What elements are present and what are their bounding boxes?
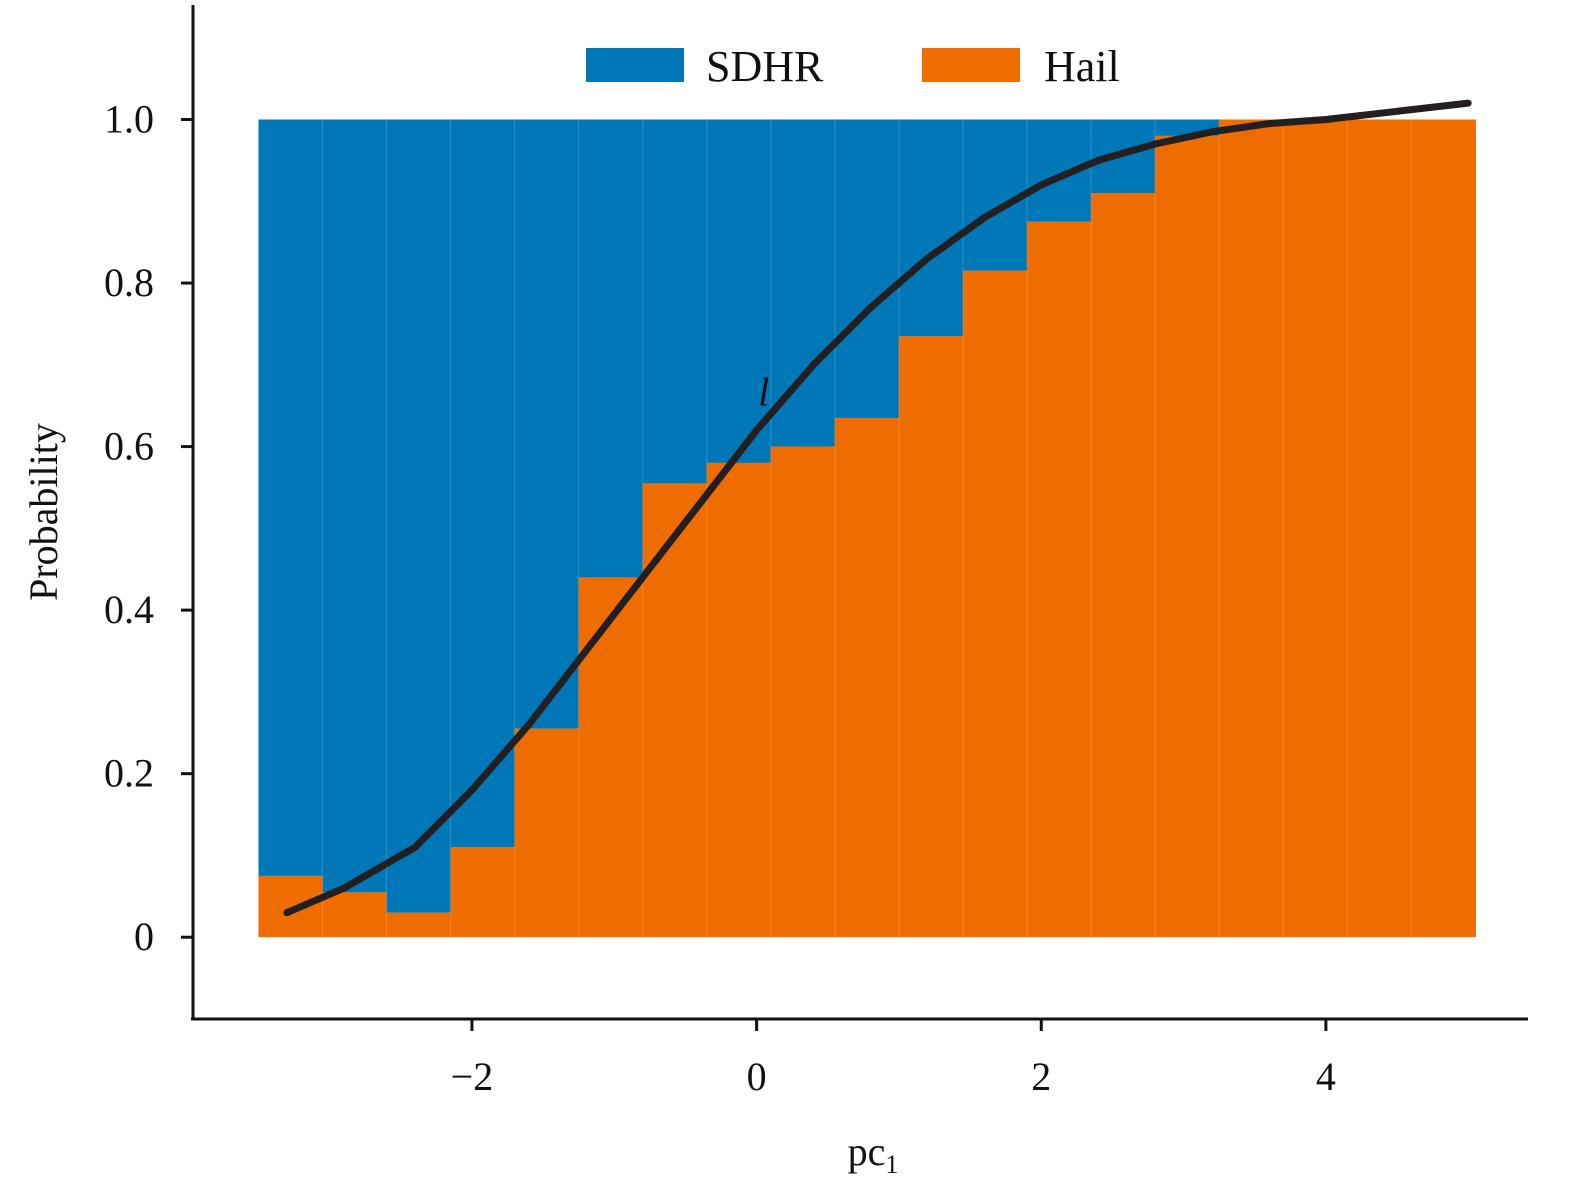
x-axis-label-subscript: 1 <box>885 1150 898 1179</box>
bar-hail-3 <box>450 847 516 938</box>
curve-l <box>283 99 1472 917</box>
bar-sdhr-8 <box>770 119 836 447</box>
bar-sdhr-7 <box>706 119 772 463</box>
y-tick-label-2: 0.4 <box>104 587 154 632</box>
bar-hail-17 <box>1347 119 1412 938</box>
bar-sdhr-4 <box>514 119 580 729</box>
curve-annotation-l: l <box>758 370 769 415</box>
legend-swatch-hail <box>922 48 1020 82</box>
x-ticks: −2 0 2 4 <box>451 1019 1336 1099</box>
bar-hail-14 <box>1155 135 1220 938</box>
bar-hail-11 <box>962 270 1028 938</box>
x-tick-label-0: −2 <box>451 1054 494 1099</box>
x-tick-label-3: 4 <box>1316 1054 1336 1099</box>
bar-hail-2 <box>386 912 452 938</box>
bar-sdhr-9 <box>834 119 900 418</box>
bar-hail-12 <box>1027 221 1092 938</box>
bar-hail-8 <box>770 446 836 938</box>
x-tick-label-1: 0 <box>747 1054 767 1099</box>
y-tick-label-1: 0.2 <box>104 751 154 796</box>
x-axis-label: pc1 <box>848 1129 899 1179</box>
bar-hail-15 <box>1219 119 1284 938</box>
bin-separators <box>322 119 1412 938</box>
y-tick-label-4: 0.8 <box>104 260 154 305</box>
bar-hail-13 <box>1091 193 1156 938</box>
y-tick-label-3: 0.6 <box>104 424 154 469</box>
legend-label-hail: Hail <box>1044 42 1120 91</box>
bar-hail-1 <box>322 892 388 938</box>
bar-sdhr-1 <box>322 119 388 893</box>
legend-swatch-sdhr <box>586 48 684 82</box>
bars-layer <box>258 119 1476 938</box>
bar-sdhr-10 <box>898 119 964 337</box>
bar-hail-7 <box>706 462 772 938</box>
bar-sdhr-5 <box>578 119 644 578</box>
y-tick-label-5: 1.0 <box>104 96 154 141</box>
bar-hail-4 <box>514 728 580 938</box>
bar-hail-9 <box>834 417 900 938</box>
bar-hail-0 <box>258 875 324 938</box>
bar-sdhr-6 <box>642 119 708 484</box>
y-ticks: 0 0.2 0.4 0.6 0.8 1.0 <box>104 96 193 959</box>
bar-hail-16 <box>1283 119 1348 938</box>
legend: SDHR Hail <box>586 42 1120 91</box>
bar-sdhr-2 <box>386 119 452 913</box>
bar-hail-6 <box>642 483 708 938</box>
bar-hail-5 <box>578 577 644 938</box>
x-tick-label-2: 2 <box>1031 1054 1051 1099</box>
x-axis-label-main: pc <box>848 1129 886 1174</box>
y-tick-label-0: 0 <box>134 914 154 959</box>
bar-sdhr-3 <box>450 119 516 848</box>
legend-label-sdhr: SDHR <box>706 42 824 91</box>
bar-hail-10 <box>898 336 964 938</box>
y-axis-label: Probability <box>21 423 66 601</box>
bar-hail-18 <box>1411 119 1476 938</box>
bar-sdhr-0 <box>258 119 324 876</box>
